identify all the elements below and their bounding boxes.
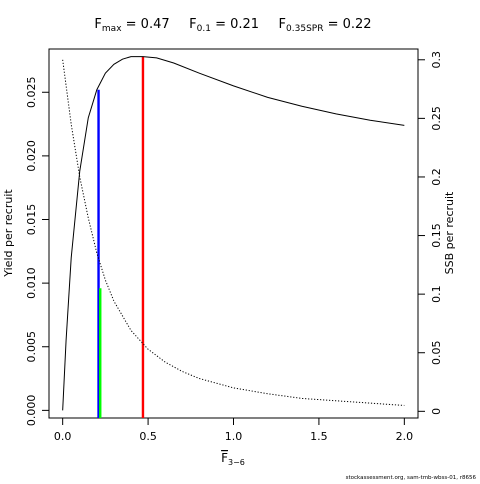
y-right-tick-label: 0.05 <box>430 340 443 365</box>
x-tick-label: 1.5 <box>310 430 328 443</box>
y-left-tick-label: 0.015 <box>25 204 38 236</box>
plot-frame <box>48 48 419 419</box>
y-left-tick-label: 0.010 <box>25 267 38 299</box>
x-tick-label: 2.0 <box>396 430 414 443</box>
x-tick-label: 0.5 <box>139 430 157 443</box>
y-left-axis-label: Yield per recruit <box>2 189 15 278</box>
y-right-tick-label: 0.1 <box>430 285 443 303</box>
y-right-tick-label: 0.3 <box>430 51 443 69</box>
x-axis-label: F3−6 <box>221 451 245 467</box>
source-annotation: stockassessment.org, sam-tmb-wbss-01, r8… <box>346 475 477 480</box>
x-tick-label: 0.0 <box>54 430 72 443</box>
y-left-tick-label: 0.005 <box>25 331 38 363</box>
y-left-tick-label: 0.020 <box>25 140 38 172</box>
y-left-tick-label: 0.025 <box>25 77 38 109</box>
y-right-tick-label: 0.2 <box>430 168 443 186</box>
ssb-per-recruit-curve <box>62 59 405 406</box>
y-right-tick-label: 0 <box>430 408 443 415</box>
x-tick-label: 1.0 <box>225 430 243 443</box>
y-right-tick-label: 0.15 <box>430 223 443 248</box>
y-left-tick-label: 0.000 <box>25 395 38 427</box>
yield-per-recruit-curve <box>62 56 405 411</box>
y-right-axis-label: SSB per recruit <box>443 191 456 274</box>
chart-title: Fmax = 0.47 F0.1 = 0.21 F0.35SPR = 0.22 <box>94 17 371 34</box>
y-right-tick-label: 0.25 <box>430 106 443 131</box>
